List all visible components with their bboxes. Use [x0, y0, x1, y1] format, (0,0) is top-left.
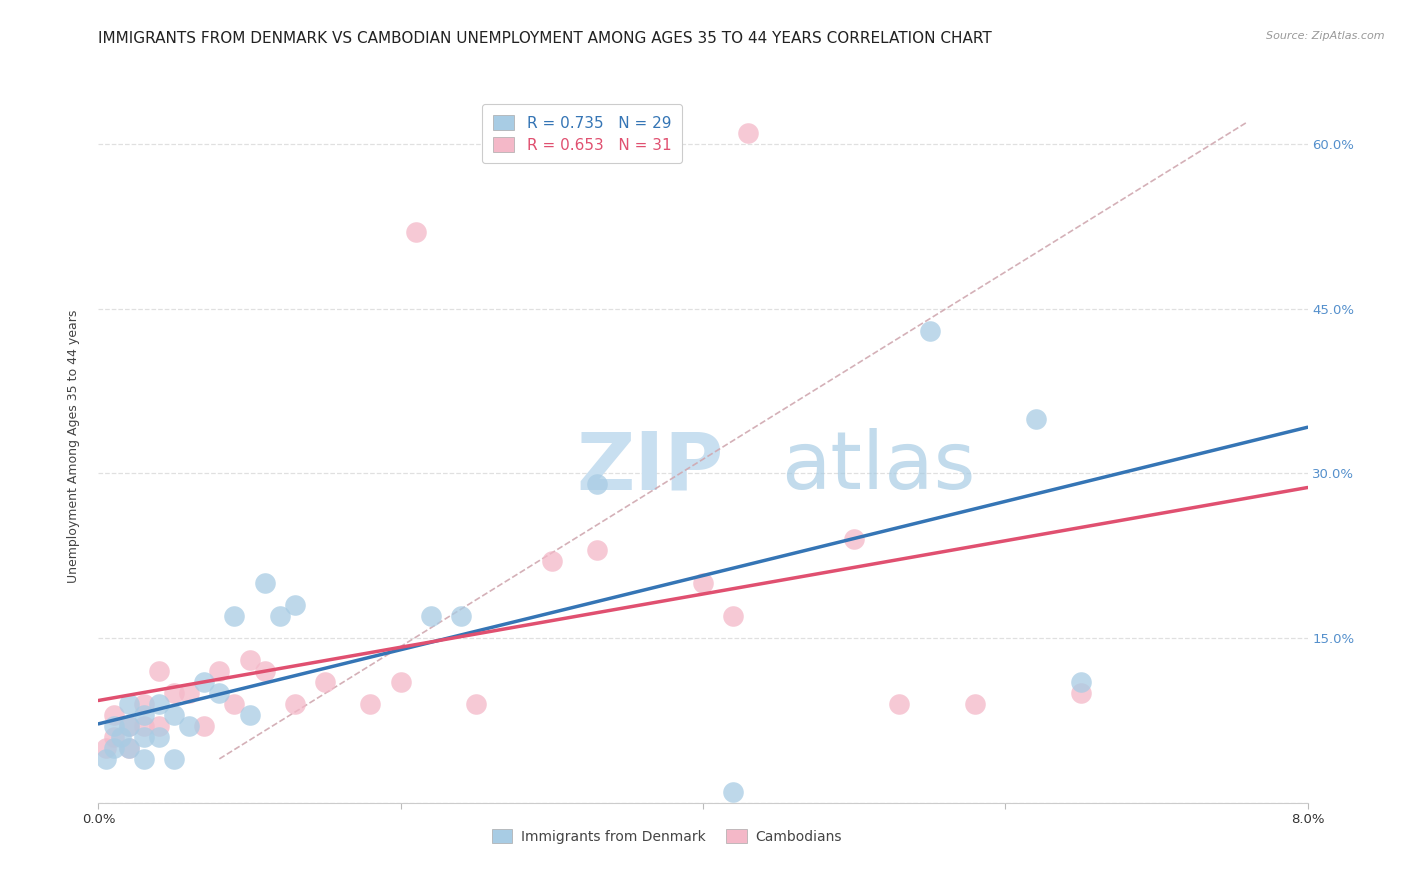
Y-axis label: Unemployment Among Ages 35 to 44 years: Unemployment Among Ages 35 to 44 years — [66, 310, 80, 582]
Point — [208, 686, 231, 700]
Point — [723, 785, 745, 799]
Point — [179, 686, 201, 700]
Point — [148, 664, 170, 678]
Point — [737, 126, 759, 140]
Point — [450, 609, 472, 624]
Point — [253, 664, 276, 678]
Point — [586, 477, 609, 491]
Point — [118, 740, 141, 755]
Point — [1070, 686, 1092, 700]
Point — [132, 719, 155, 733]
Point — [389, 675, 412, 690]
Point — [193, 675, 215, 690]
Point — [844, 533, 866, 547]
Point — [118, 740, 141, 755]
Point — [94, 752, 117, 766]
Point — [163, 708, 186, 723]
Point — [148, 697, 170, 711]
Point — [132, 752, 155, 766]
Point — [193, 719, 215, 733]
Point — [132, 730, 155, 744]
Point — [148, 719, 170, 733]
Point — [118, 697, 141, 711]
Point — [723, 609, 745, 624]
Point — [284, 598, 307, 612]
Point — [103, 730, 125, 744]
Legend: Immigrants from Denmark, Cambodians: Immigrants from Denmark, Cambodians — [486, 823, 848, 849]
Point — [1025, 411, 1047, 425]
Point — [239, 708, 262, 723]
Point — [405, 225, 427, 239]
Text: atlas: atlas — [782, 428, 976, 507]
Point — [148, 730, 170, 744]
Point — [208, 664, 231, 678]
Text: ZIP: ZIP — [576, 428, 723, 507]
Point — [284, 697, 307, 711]
Point — [692, 576, 714, 591]
Point — [918, 324, 941, 338]
Point — [586, 543, 609, 558]
Point — [103, 708, 125, 723]
Point — [179, 719, 201, 733]
Point — [103, 719, 125, 733]
Point — [420, 609, 443, 624]
Point — [224, 609, 246, 624]
Point — [889, 697, 911, 711]
Point — [163, 686, 186, 700]
Point — [965, 697, 987, 711]
Point — [132, 708, 155, 723]
Point — [1070, 675, 1092, 690]
Point — [269, 609, 291, 624]
Point — [314, 675, 336, 690]
Point — [253, 576, 276, 591]
Point — [118, 719, 141, 733]
Point — [465, 697, 488, 711]
Point — [540, 554, 562, 568]
Point — [132, 697, 155, 711]
Point — [224, 697, 246, 711]
Text: IMMIGRANTS FROM DENMARK VS CAMBODIAN UNEMPLOYMENT AMONG AGES 35 TO 44 YEARS CORR: IMMIGRANTS FROM DENMARK VS CAMBODIAN UNE… — [98, 31, 993, 46]
Point — [360, 697, 382, 711]
Point — [94, 740, 117, 755]
Point — [103, 740, 125, 755]
Point — [110, 730, 132, 744]
Text: Source: ZipAtlas.com: Source: ZipAtlas.com — [1267, 31, 1385, 41]
Point — [163, 752, 186, 766]
Point — [118, 719, 141, 733]
Point — [239, 653, 262, 667]
